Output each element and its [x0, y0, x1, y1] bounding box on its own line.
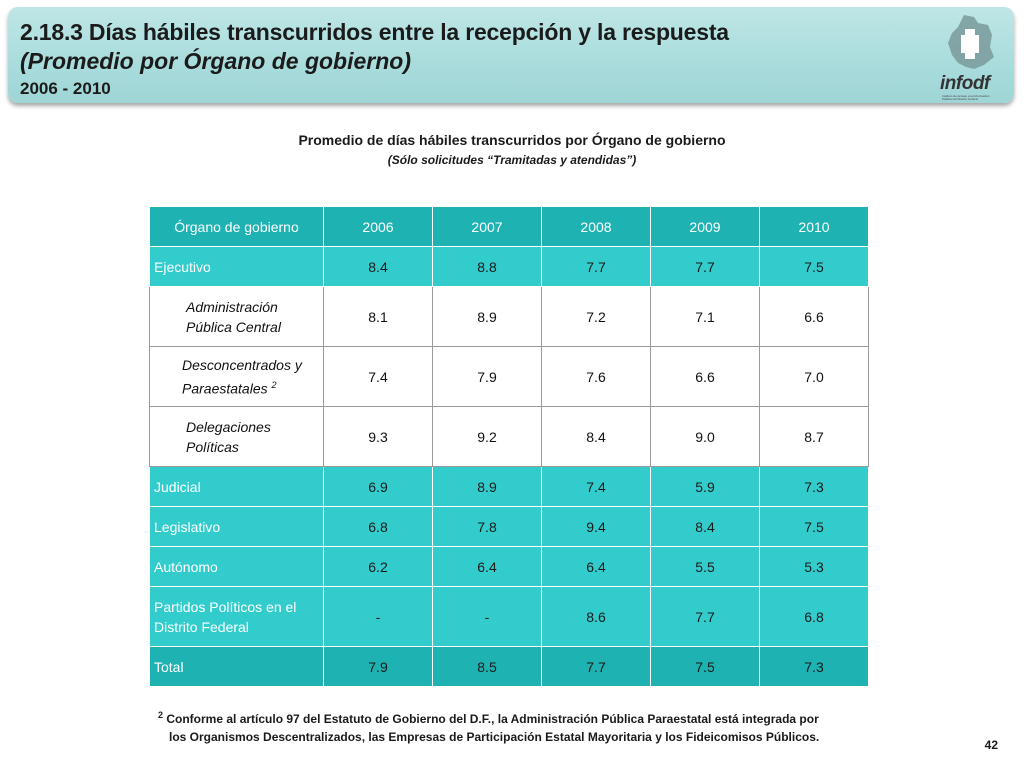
table-cell: 8.8: [432, 246, 542, 287]
data-table: Órgano de gobierno 2006 2007 2008 2009 2…: [149, 206, 869, 687]
table-cell: 7.1: [650, 286, 760, 347]
footnote-line: Conforme al artículo 97 del Estatuto de …: [166, 712, 819, 726]
table-cell: 5.5: [650, 546, 760, 587]
table-cell: 7.4: [541, 466, 651, 507]
table-cell: 7.4: [323, 346, 433, 407]
row-label-line: Administración: [186, 298, 278, 315]
table-cell: 8.7: [759, 406, 869, 467]
footnote: 2 Conforme al artículo 97 del Estatuto d…: [158, 706, 858, 746]
table-cell: 8.6: [541, 586, 651, 647]
table-cell: 6.8: [759, 586, 869, 647]
table-total-row: Total 7.9 8.5 7.7 7.5 7.3: [149, 646, 869, 687]
row-label-line: Partidos Políticos en el: [154, 598, 297, 615]
row-label: Desconcentrados y Paraestatales 2: [149, 346, 324, 407]
table-row: Ejecutivo 8.4 8.8 7.7 7.7 7.5: [149, 246, 869, 287]
column-header: 2006: [323, 206, 433, 247]
table-cell: 6.6: [759, 286, 869, 347]
table-row: Desconcentrados y Paraestatales 2 7.4 7.9…: [149, 346, 869, 407]
column-header: Órgano de gobierno: [149, 206, 324, 247]
table-cell: 8.9: [432, 466, 542, 507]
table-cell: 7.7: [541, 246, 651, 287]
table-cell: 6.6: [650, 346, 760, 407]
row-label: Judicial: [149, 466, 324, 507]
table-cell: 8.5: [432, 646, 542, 687]
row-label-line: Pública Central: [186, 318, 281, 335]
table-cell: -: [432, 586, 542, 647]
table-cell: 8.4: [650, 506, 760, 547]
table-cell: 6.4: [541, 546, 651, 587]
row-label: Autónomo: [149, 546, 324, 587]
table-cell: 7.5: [759, 506, 869, 547]
table-cell: 7.7: [650, 586, 760, 647]
table-cell: 6.2: [323, 546, 433, 587]
row-label-line: Delegaciones: [186, 418, 271, 435]
table-cell: 8.1: [323, 286, 433, 347]
row-label: Legislativo: [149, 506, 324, 547]
table-cell: 5.9: [650, 466, 760, 507]
table-row: Legislativo 6.8 7.8 9.4 8.4 7.5: [149, 506, 869, 547]
table-cell: 8.4: [323, 246, 433, 287]
table-cell: 7.7: [650, 246, 760, 287]
table-row: Administración Pública Central 8.1 8.9 7.…: [149, 286, 869, 347]
row-label-line: Políticas: [186, 438, 239, 455]
row-label-line: Desconcentrados y: [182, 356, 302, 373]
table-row: Autónomo 6.2 6.4 6.4 5.5 5.3: [149, 546, 869, 587]
table-cell: 9.2: [432, 406, 542, 467]
table-cell: 7.0: [759, 346, 869, 407]
table-cell: 7.5: [759, 246, 869, 287]
table-cell: -: [323, 586, 433, 647]
table-cell: 7.5: [650, 646, 760, 687]
logo-caption: Instituto de Acceso a la Información Púb…: [942, 94, 990, 101]
table-cell: 6.9: [323, 466, 433, 507]
footnote-marker: 2: [271, 379, 277, 390]
footnote-line: los Organismos Descentralizados, las Emp…: [169, 730, 820, 744]
row-label: Delegaciones Políticas: [149, 406, 324, 467]
table-cell: 9.4: [541, 506, 651, 547]
table-row: Delegaciones Políticas 9.3 9.2 8.4 9.0 8.…: [149, 406, 869, 467]
page-title: 2.18.3 Días hábiles transcurridos entre …: [20, 19, 729, 45]
table-cell: 7.9: [432, 346, 542, 407]
row-label: Partidos Políticos en el Distrito Federal: [149, 586, 324, 647]
table-cell: 7.2: [541, 286, 651, 347]
row-label: Administración Pública Central: [149, 286, 324, 347]
page-subtitle: (Promedio por Órgano de gobierno): [20, 48, 411, 74]
page-number: 42: [984, 738, 998, 752]
column-header: 2007: [432, 206, 542, 247]
logo-word: infodf: [940, 73, 990, 94]
map-icon: [948, 15, 994, 69]
table-row: Partidos Políticos en el Distrito Federal…: [149, 586, 869, 647]
infodf-logo: infodf Instituto de Acceso a la Informac…: [936, 9, 1006, 101]
table-cell: 5.3: [759, 546, 869, 587]
table-cell: 9.0: [650, 406, 760, 467]
table-cell: 8.4: [541, 406, 651, 467]
row-label-line: Distrito Federal: [154, 618, 249, 635]
table-cell: 7.9: [323, 646, 433, 687]
table-header-row: Órgano de gobierno 2006 2007 2008 2009 2…: [149, 206, 869, 247]
table-subtitle: (Sólo solicitudes “Tramitadas y atendida…: [387, 153, 637, 167]
table-cell: 8.9: [432, 286, 542, 347]
column-header: 2009: [650, 206, 760, 247]
table-cell: 7.3: [759, 466, 869, 507]
row-label: Total: [149, 646, 324, 687]
table-title: Promedio de días hábiles transcurridos p…: [298, 132, 726, 148]
page-years: 2006 - 2010: [20, 79, 111, 98]
table-cell: 7.8: [432, 506, 542, 547]
row-label: Ejecutivo: [149, 246, 324, 287]
table-cell: 6.4: [432, 546, 542, 587]
table-cell: 7.6: [541, 346, 651, 407]
table-row: Judicial 6.9 8.9 7.4 5.9 7.3: [149, 466, 869, 507]
table-cell: 7.7: [541, 646, 651, 687]
column-header: 2008: [541, 206, 651, 247]
table-cell: 7.3: [759, 646, 869, 687]
table-cell: 9.3: [323, 406, 433, 467]
table-cell: 6.8: [323, 506, 433, 547]
header-banner: 2.18.3 Días hábiles transcurridos entre …: [8, 7, 1014, 103]
column-header: 2010: [759, 206, 869, 247]
row-label-line: Paraestatales: [182, 380, 268, 397]
footnote-marker: 2: [158, 710, 164, 720]
